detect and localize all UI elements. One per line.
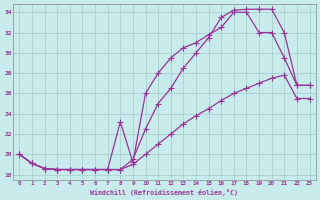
X-axis label: Windchill (Refroidissement éolien,°C): Windchill (Refroidissement éolien,°C) bbox=[91, 189, 238, 196]
